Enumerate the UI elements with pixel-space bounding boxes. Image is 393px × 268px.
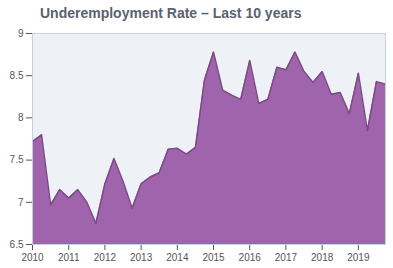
svg-text:9: 9 [18, 28, 24, 39]
svg-text:2013: 2013 [130, 252, 153, 263]
svg-text:7: 7 [18, 197, 24, 208]
svg-text:2017: 2017 [275, 252, 298, 263]
svg-text:2014: 2014 [166, 252, 189, 263]
svg-text:2015: 2015 [202, 252, 225, 263]
svg-text:8: 8 [18, 112, 24, 123]
html-text:Underemployment Rate – Last 10: Underemployment Rate – Last 10 years [40, 5, 302, 21]
svg-text:2010: 2010 [21, 252, 44, 263]
svg-text:7.5: 7.5 [10, 154, 24, 165]
svg-text:2016: 2016 [239, 252, 262, 263]
svg-text:2011: 2011 [58, 252, 80, 263]
svg-text:8.5: 8.5 [10, 70, 24, 81]
svg-text:6.5: 6.5 [10, 239, 24, 250]
svg-text:2018: 2018 [311, 252, 334, 263]
svg-text:2019: 2019 [347, 252, 370, 263]
svg-text:2012: 2012 [94, 252, 117, 263]
